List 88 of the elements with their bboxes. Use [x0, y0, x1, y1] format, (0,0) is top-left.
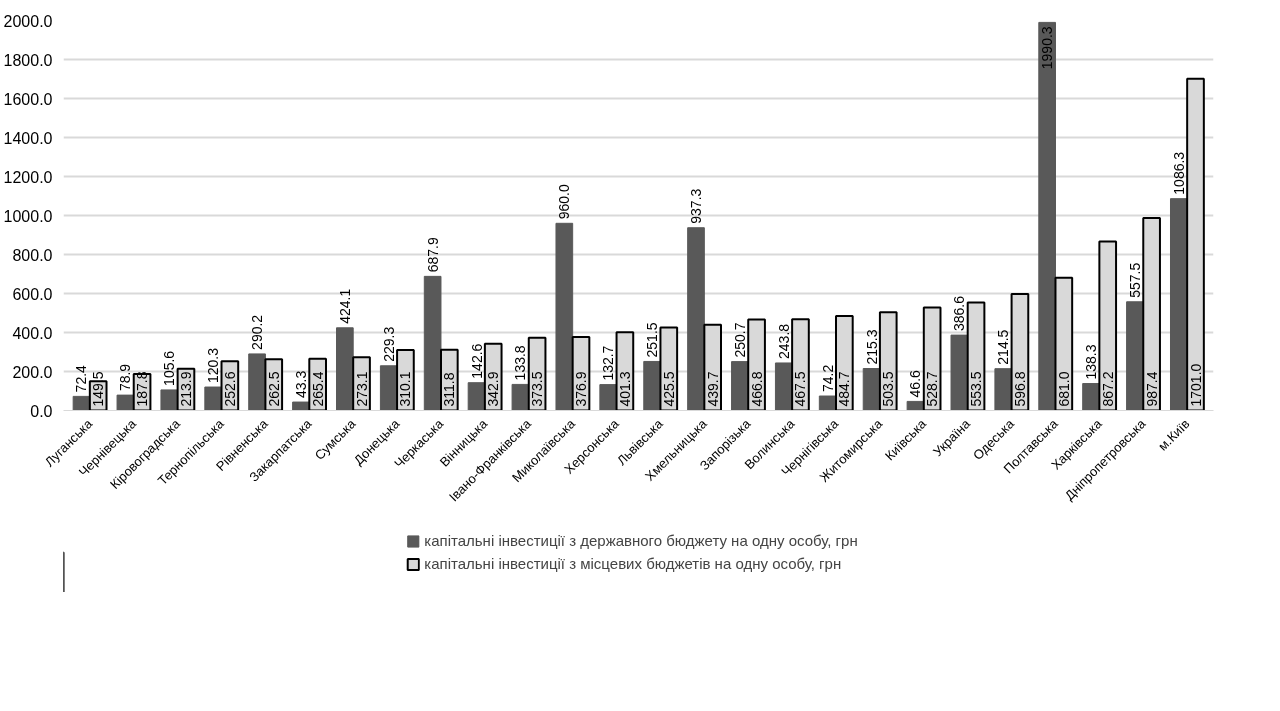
data-label: 401.3 — [616, 371, 633, 407]
bar — [555, 222, 574, 411]
data-label: 78.9 — [117, 363, 134, 392]
data-label: 149.5 — [90, 371, 107, 407]
bar — [511, 383, 530, 411]
data-label: 528.7 — [924, 371, 941, 407]
data-label: 503.5 — [880, 371, 897, 407]
data-label: 252.6 — [221, 371, 238, 407]
data-label: 250.7 — [731, 322, 748, 358]
data-label: 262.5 — [265, 371, 282, 407]
data-label: 681.0 — [1055, 371, 1072, 407]
y-tick-label: 1200.0 — [3, 168, 53, 186]
bar — [906, 400, 925, 411]
data-label: 596.8 — [1011, 371, 1028, 407]
data-label: 467.5 — [792, 371, 809, 407]
bar — [292, 401, 310, 411]
y-tick-label: 1800.0 — [3, 51, 53, 69]
y-tick-label: 400.0 — [12, 324, 53, 342]
data-label: 424.1 — [336, 288, 353, 324]
data-label: 215.3 — [863, 329, 880, 365]
data-label: 74.2 — [819, 364, 836, 393]
bar — [336, 327, 354, 411]
bar — [423, 275, 442, 411]
data-label: 251.5 — [644, 322, 661, 358]
data-label: 142.6 — [468, 343, 485, 379]
y-tick-label: 800.0 — [12, 246, 53, 264]
y-tick-label: 200.0 — [12, 363, 53, 381]
bar — [1038, 21, 1056, 411]
y-tick-label: 1600.0 — [3, 90, 53, 108]
bar — [1169, 198, 1188, 411]
data-label: 1701.0 — [1187, 363, 1204, 407]
bar — [248, 353, 266, 411]
data-label: 1990.3 — [1039, 26, 1056, 70]
data-label: 265.4 — [309, 371, 326, 407]
data-label: 120.3 — [205, 347, 222, 384]
bar — [731, 361, 749, 411]
data-label: 937.3 — [688, 188, 704, 224]
bar — [160, 389, 179, 411]
bar — [204, 386, 223, 411]
data-label: 557.5 — [1126, 262, 1143, 298]
data-label: 960.0 — [556, 184, 573, 220]
data-label: 46.6 — [907, 369, 924, 398]
bar — [862, 368, 881, 411]
data-label: 373.5 — [529, 371, 546, 407]
data-label: 138.3 — [1083, 344, 1100, 380]
data-label: 376.9 — [573, 371, 589, 407]
bar — [116, 394, 135, 411]
data-label: 132.7 — [600, 345, 617, 381]
y-tick-label: 1000.0 — [3, 207, 53, 225]
data-label: 553.5 — [968, 371, 985, 407]
y-tick-label: 1400.0 — [3, 129, 53, 147]
data-label: 229.3 — [380, 326, 397, 362]
y-tick-label: 600.0 — [12, 285, 53, 303]
data-label: 439.7 — [704, 371, 721, 407]
data-label: 105.6 — [161, 350, 178, 386]
data-label: 425.5 — [660, 371, 677, 407]
bar — [379, 365, 398, 411]
data-label: 310.1 — [397, 371, 414, 407]
bar — [467, 382, 486, 411]
y-tick-label: 2000.0 — [3, 12, 53, 30]
data-label: 687.9 — [424, 237, 441, 273]
data-label: 72.4 — [73, 364, 90, 393]
data-label: 867.2 — [1099, 371, 1116, 407]
data-label: 243.8 — [775, 323, 792, 359]
bar — [774, 362, 793, 411]
bar — [994, 368, 1013, 411]
bar — [1126, 301, 1144, 411]
bar — [687, 227, 705, 411]
bar — [599, 384, 618, 411]
data-label: 342.9 — [485, 371, 502, 407]
data-label: 43.3 — [292, 370, 309, 399]
bar — [643, 360, 661, 411]
y-tick-label: 0.0 — [30, 402, 53, 420]
data-label: 987.4 — [1143, 371, 1160, 407]
legend-label: капітальні інвестиції з місцевих бюджетів на одну особу, грн — [424, 555, 842, 572]
bar — [818, 395, 837, 411]
data-label: 484.7 — [836, 371, 853, 407]
data-label: 290.2 — [249, 314, 266, 350]
data-label: 133.8 — [512, 345, 529, 381]
legend-label: капітальні інвестиції з державного бюджету на одну особу, грн — [424, 532, 858, 549]
data-label: 214.5 — [995, 329, 1012, 365]
data-label: 273.1 — [353, 371, 370, 407]
bar — [950, 334, 969, 411]
data-label: 213.9 — [177, 371, 194, 407]
data-label: 1086.3 — [1170, 151, 1187, 195]
data-label: 311.8 — [441, 372, 458, 407]
data-label: 466.8 — [748, 371, 765, 407]
data-label: 386.6 — [951, 295, 968, 332]
